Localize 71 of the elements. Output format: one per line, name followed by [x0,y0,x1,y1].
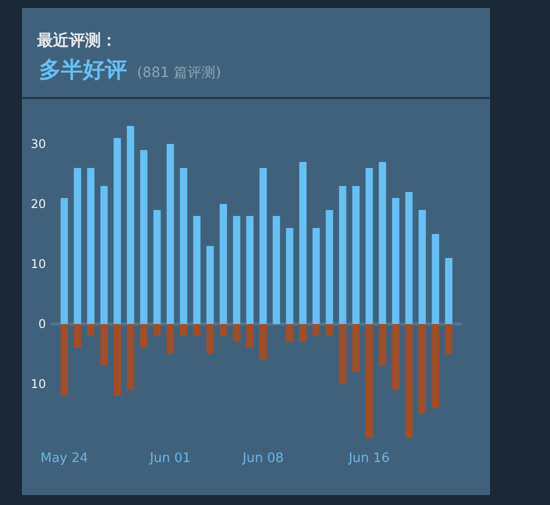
bar [312,228,320,324]
bar [220,204,227,324]
y-tick-label: 10 [30,257,46,272]
bar [445,258,452,324]
bar [392,324,400,390]
chart-title: 最近评测： [36,30,117,50]
bar [259,324,267,360]
bar [378,324,386,366]
bar [74,324,82,348]
y-tick-label: 0 [38,317,46,332]
bar [286,324,294,342]
bar [74,168,82,324]
bar [232,216,240,324]
bar [286,228,294,324]
bar [126,324,134,390]
bar [418,210,426,324]
bar [392,198,400,324]
bar [366,324,373,438]
bar [418,324,426,414]
bar [206,246,214,324]
bar [366,168,373,324]
bar [87,324,94,336]
bar [272,216,280,324]
bar [432,234,440,324]
bar [432,324,440,408]
bar [326,324,334,336]
bar [193,324,200,336]
chart-subtitle: 多半好评 [39,58,127,83]
bar [140,150,148,324]
bar [180,324,188,336]
bar [220,324,227,336]
bar [114,138,121,324]
bar [299,324,307,342]
bar [405,192,413,324]
bar [339,186,346,324]
bar [378,162,386,324]
y-tick-label: 20 [30,197,46,212]
bar [60,198,68,324]
bar [259,168,267,324]
x-tick-label: Jun 01 [148,451,191,466]
bar [352,186,360,324]
bar [312,324,320,336]
y-tick-label: 30 [30,137,46,152]
bar [246,324,254,348]
bar [445,324,452,354]
x-tick-label: Jun 08 [242,451,284,466]
bar [166,324,174,354]
bar [100,186,108,324]
x-tick-label: May 24 [40,451,88,466]
text: (881 篇评测) [137,65,222,81]
bar [87,168,94,324]
bar [140,324,148,348]
bar [180,168,188,324]
bar [339,324,346,384]
bar [114,324,121,396]
x-tick-label: Jun 16 [348,451,390,466]
bar [100,324,108,366]
bar [193,216,200,324]
bar [126,126,134,324]
bar [352,324,360,372]
bar [166,144,174,324]
bar [246,216,254,324]
y-tick-label: 10 [30,377,46,392]
bar [232,324,240,342]
bar [326,210,334,324]
bar [60,324,68,396]
bar [153,210,161,324]
bar [299,162,307,324]
bar [153,324,161,336]
bar [405,324,413,438]
bar [206,324,214,354]
